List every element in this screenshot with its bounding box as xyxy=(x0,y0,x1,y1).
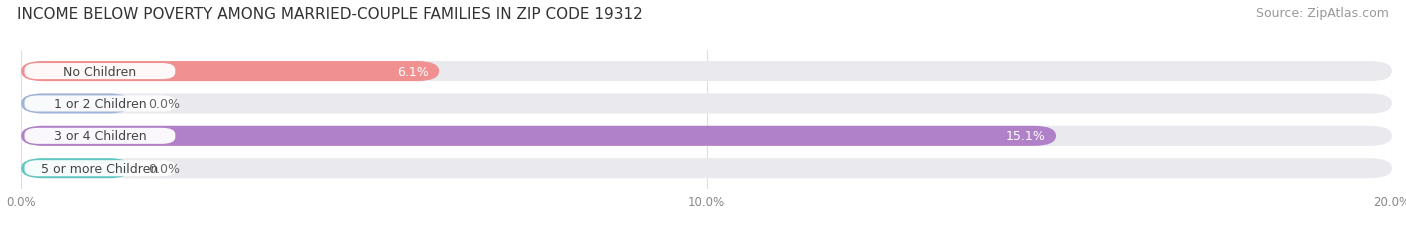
Text: 5 or more Children: 5 or more Children xyxy=(41,162,159,175)
FancyBboxPatch shape xyxy=(21,62,439,82)
Text: 0.0%: 0.0% xyxy=(148,162,180,175)
Text: No Children: No Children xyxy=(63,65,136,78)
FancyBboxPatch shape xyxy=(21,126,1056,146)
FancyBboxPatch shape xyxy=(24,64,176,80)
FancyBboxPatch shape xyxy=(21,126,1392,146)
Text: 3 or 4 Children: 3 or 4 Children xyxy=(53,130,146,143)
Text: 15.1%: 15.1% xyxy=(1007,130,1046,143)
FancyBboxPatch shape xyxy=(21,94,1392,114)
FancyBboxPatch shape xyxy=(24,128,176,144)
Text: INCOME BELOW POVERTY AMONG MARRIED-COUPLE FAMILIES IN ZIP CODE 19312: INCOME BELOW POVERTY AMONG MARRIED-COUPL… xyxy=(17,7,643,22)
Text: 0.0%: 0.0% xyxy=(148,97,180,110)
FancyBboxPatch shape xyxy=(21,158,131,179)
FancyBboxPatch shape xyxy=(24,96,176,112)
FancyBboxPatch shape xyxy=(21,62,1392,82)
FancyBboxPatch shape xyxy=(24,161,176,176)
Text: 1 or 2 Children: 1 or 2 Children xyxy=(53,97,146,110)
FancyBboxPatch shape xyxy=(21,94,131,114)
Text: Source: ZipAtlas.com: Source: ZipAtlas.com xyxy=(1256,7,1389,20)
Text: 6.1%: 6.1% xyxy=(396,65,429,78)
FancyBboxPatch shape xyxy=(21,158,1392,179)
